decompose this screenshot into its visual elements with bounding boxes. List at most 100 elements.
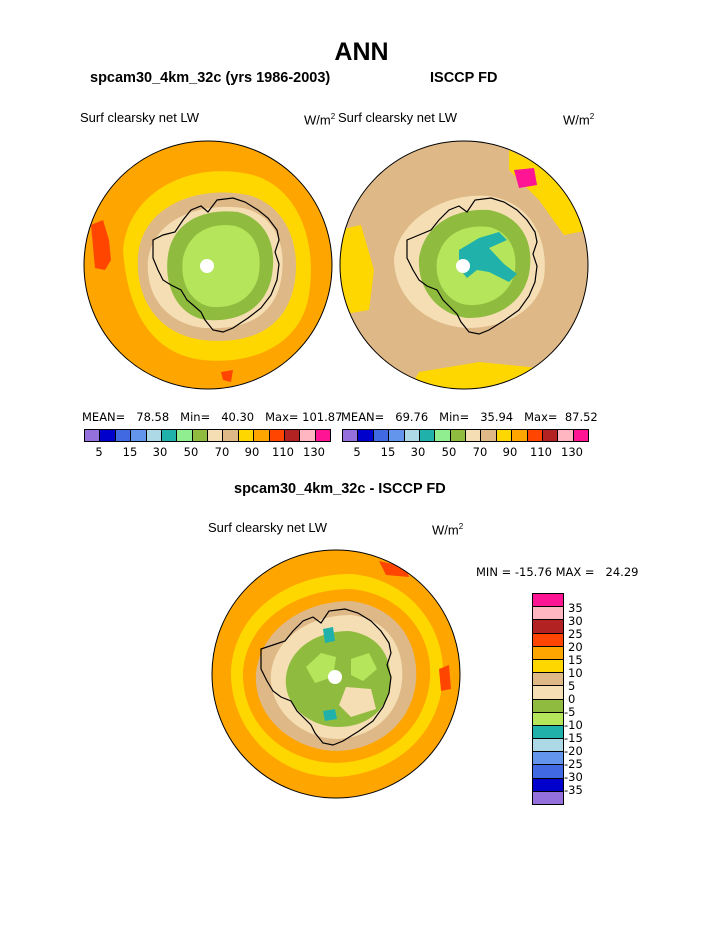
colorbar-swatch (192, 430, 208, 441)
panel3-title: spcam30_4km_32c - ISCCP FD (234, 481, 446, 497)
colorbar-swatch (254, 430, 270, 441)
colorbar-tick: 0 (568, 692, 576, 706)
panel2-polar-map (339, 140, 589, 390)
panel1-stats: MEAN= 78.58 Min= 40.30 Max= 101.87 (82, 410, 343, 424)
colorbar-tick: 70 (214, 445, 230, 459)
colorbar-tick: 10 (568, 666, 583, 680)
colorbar-tick: -20 (564, 744, 583, 758)
colorbar-swatch (533, 620, 563, 634)
colorbar-tick: 50 (183, 445, 199, 459)
panel3-polar-map (211, 549, 461, 799)
colorbar-swatch (450, 430, 466, 441)
colorbar-swatch (512, 430, 528, 441)
colorbar-swatch (389, 430, 405, 441)
red-patch (91, 220, 111, 270)
colorbar-tick: 5 (95, 445, 103, 459)
colorbar-tick: -5 (564, 705, 576, 719)
colorbar-swatch (573, 430, 588, 441)
colorbar-swatch (533, 725, 563, 740)
colorbar-swatch (533, 791, 563, 804)
wheat-patch (339, 687, 376, 717)
colorbar-tick: 5 (353, 445, 361, 459)
colorbar-2 (342, 429, 589, 442)
panel3-stats: MIN = -15.76 MAX = 24.29 (476, 565, 639, 579)
colorbar-swatch (161, 430, 178, 441)
colorbar-tick: -10 (564, 718, 583, 732)
red-patch (221, 370, 233, 382)
colorbar-swatch (533, 633, 563, 647)
colorbar-swatch (300, 430, 316, 441)
colorbar-swatch (419, 430, 436, 441)
colorbar-swatch (542, 430, 559, 441)
colorbar-swatch (533, 765, 563, 779)
panel2-title: ISCCP FD (430, 70, 498, 86)
colorbar-diff (532, 593, 564, 805)
colorbar-swatch (269, 430, 285, 441)
panel1-units: W/m2 (304, 112, 336, 128)
colorbar-tick: 15 (380, 445, 396, 459)
colorbar-tick: 5 (568, 679, 576, 693)
ice-outline (406, 197, 538, 335)
pole-hole (328, 670, 342, 684)
colorbar-swatch (533, 686, 563, 700)
colorbar-tick: -35 (564, 783, 583, 797)
colorbar-swatch (315, 430, 330, 441)
panel1-polar-map (83, 140, 333, 390)
colorbar-swatch (496, 430, 513, 441)
ice-outline (260, 608, 392, 746)
colorbar-tick: 110 (530, 445, 552, 459)
colorbar-swatch (284, 430, 301, 441)
pole-hole (456, 259, 470, 273)
colorbar-swatch (533, 778, 563, 792)
colorbar-tick: -25 (564, 757, 583, 771)
colorbar-tick: 30 (410, 445, 426, 459)
teal-core (459, 232, 517, 282)
colorbar-swatch (527, 430, 543, 441)
colorbar-swatch (533, 739, 563, 753)
colorbar-tick: 70 (472, 445, 488, 459)
colorbar-swatch (533, 712, 563, 726)
map-border (211, 549, 461, 799)
colorbar-swatch (343, 430, 359, 441)
colorbar-swatch (146, 430, 162, 441)
colorbar-swatch (115, 430, 132, 441)
colorbar-tick: 90 (244, 445, 260, 459)
colorbar-tick: 90 (502, 445, 518, 459)
colorbar-swatch (131, 430, 147, 441)
map-border (339, 140, 589, 390)
red-patch (379, 561, 409, 577)
light-green-patch (351, 653, 377, 681)
page-title: ANN (334, 38, 389, 66)
colorbar-swatch (533, 699, 563, 713)
colorbar-swatch (223, 430, 239, 441)
colorbar-swatch (373, 430, 390, 441)
yellow-patch (340, 225, 374, 315)
red-patch (439, 665, 451, 691)
colorbar-tick: 35 (568, 601, 583, 615)
colorbar-swatch (404, 430, 420, 441)
colorbar-swatch (533, 752, 563, 766)
colorbar-swatch (533, 646, 563, 660)
colorbar-swatch (100, 430, 116, 441)
colorbar-tick: 20 (568, 640, 583, 654)
colorbar-swatch (358, 430, 374, 441)
panel2-variable: Surf clearsky net LW (338, 110, 457, 125)
colorbar-swatch (238, 430, 255, 441)
colorbar-tick: 25 (568, 627, 583, 641)
teal-patch (323, 709, 337, 721)
map-border (83, 140, 333, 390)
colorbar-1 (84, 429, 331, 442)
colorbar-tick: -30 (564, 770, 583, 784)
colorbar-tick: 15 (568, 653, 583, 667)
colorbar-tick: 15 (122, 445, 138, 459)
colorbar-tick: 110 (272, 445, 294, 459)
panel2-stats: MEAN= 69.76 Min= 35.94 Max= 87.52 (341, 410, 598, 424)
colorbar-swatch (533, 659, 563, 674)
colorbar-swatch (466, 430, 482, 441)
panel1-variable: Surf clearsky net LW (80, 110, 199, 125)
colorbar-tick: 30 (152, 445, 168, 459)
colorbar-tick: -15 (564, 731, 583, 745)
light-green-core (182, 225, 260, 308)
ice-outline (152, 197, 280, 333)
colorbar-swatch (177, 430, 193, 441)
